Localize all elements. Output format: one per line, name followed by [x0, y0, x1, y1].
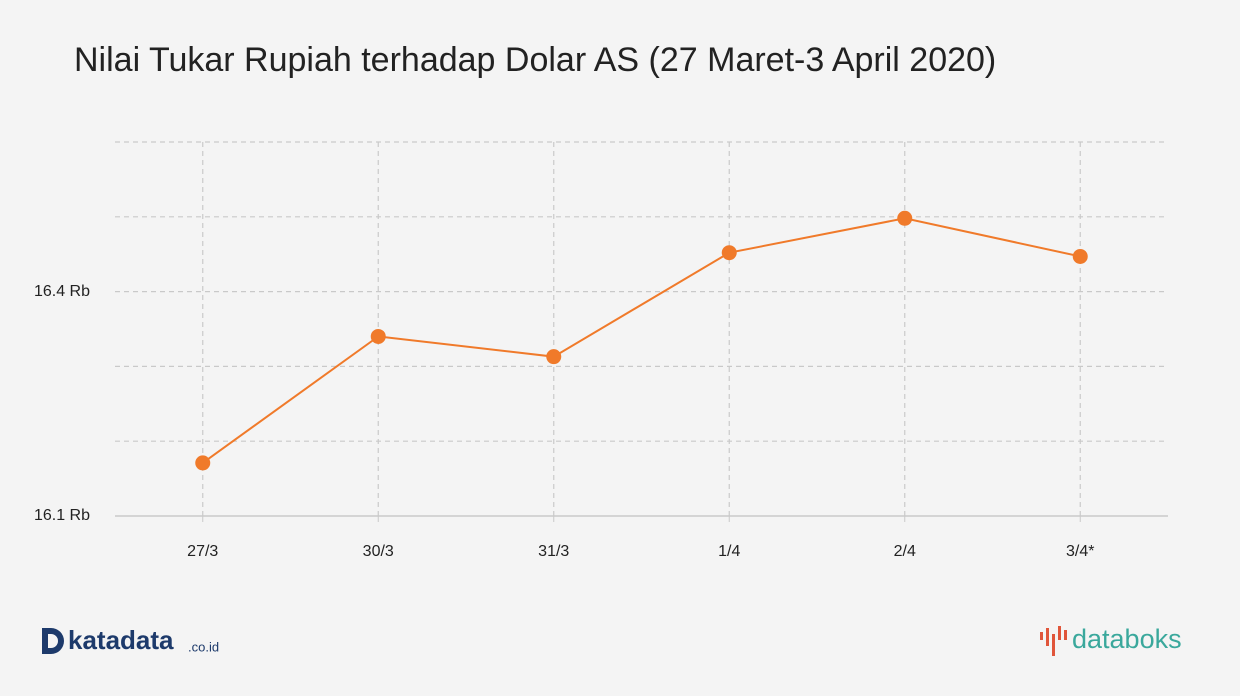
x-tick-label: 30/3: [363, 543, 394, 560]
katadata-suffix: .co.id: [188, 639, 219, 654]
data-point: [1072, 248, 1088, 264]
series-line: [202, 217, 1081, 464]
katadata-logo: katadata .co.id: [42, 625, 219, 655]
logo-bar: [1058, 626, 1061, 640]
chart-title: Nilai Tukar Rupiah terhadap Dolar AS (27…: [74, 41, 996, 79]
data-point: [370, 328, 386, 344]
logo-bar: [1064, 630, 1067, 640]
databoks-logo: databoks: [1040, 624, 1182, 656]
data-point: [195, 455, 211, 471]
x-tick-label: 27/3: [187, 543, 218, 560]
logo-bar: [1046, 628, 1049, 646]
x-tick-label: 2/4: [894, 543, 916, 560]
y-tick-label: 16.1 Rb: [34, 507, 90, 524]
data-point: [721, 245, 737, 261]
y-tick-label: 16.4 Rb: [34, 283, 90, 300]
x-tick-label: 31/3: [538, 543, 569, 560]
databoks-text: databoks: [1072, 624, 1182, 654]
data-point: [546, 349, 562, 365]
logo-bar: [1052, 634, 1055, 656]
x-tick-label: 1/4: [718, 543, 740, 560]
katadata-text: katadata: [68, 625, 174, 655]
logo-bar: [1040, 632, 1043, 640]
katadata-icon: [42, 628, 64, 654]
x-tick-label: 3/4*: [1066, 543, 1094, 560]
data-point: [897, 210, 913, 226]
